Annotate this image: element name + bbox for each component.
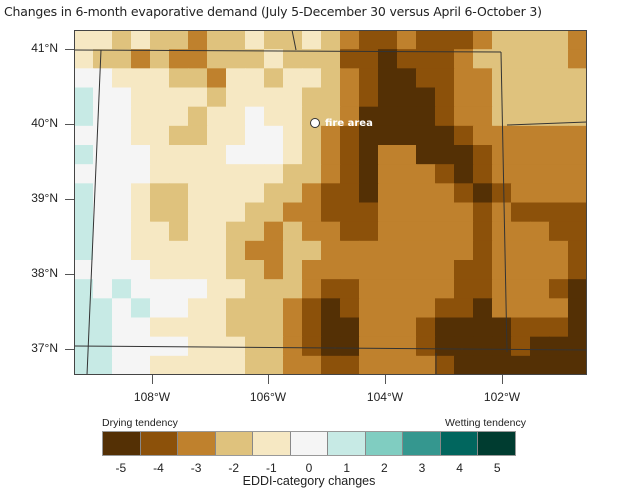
color-bar-tick-label: 4 <box>456 461 463 475</box>
lon-label: 104°W <box>366 390 404 404</box>
color-bar-tick-label: -1 <box>266 461 277 475</box>
color-swatch <box>365 432 404 455</box>
color-bar-ticks: -5 -4 -3 -2 -1 0 1 2 3 4 5 <box>102 461 516 475</box>
color-swatch <box>328 432 366 455</box>
eddi-map <box>74 30 587 375</box>
lon-tick <box>152 375 153 384</box>
lat-label: 40°N <box>31 116 58 130</box>
lon-label: 106°W <box>249 390 287 404</box>
lat-label: 37°N <box>31 341 58 355</box>
color-swatch <box>440 432 479 455</box>
lat-tick <box>65 49 74 50</box>
lat-label: 39°N <box>31 191 58 205</box>
color-swatch <box>253 432 291 455</box>
lat-tick <box>65 274 74 275</box>
color-bar-tick-label: 2 <box>380 461 388 475</box>
color-bar-tick-label: -4 <box>153 461 164 475</box>
color-swatch <box>215 432 254 455</box>
fire-area-marker-icon <box>310 118 320 128</box>
lon-tick <box>385 375 386 384</box>
color-bar-tick-label: 3 <box>418 461 426 475</box>
lat-label: 41°N <box>31 41 58 55</box>
color-bar-tick-label: -5 <box>115 461 127 475</box>
chart-title: Changes in 6-month evaporative demand (J… <box>4 4 542 19</box>
color-swatch <box>403 432 441 455</box>
lat-tick <box>65 199 74 200</box>
lon-tick <box>268 375 269 384</box>
lat-tick <box>65 349 74 350</box>
map-canvas <box>74 30 587 375</box>
color-bar-tick-label: -3 <box>190 461 202 475</box>
lon-label: 108°W <box>133 390 171 404</box>
lat-tick <box>65 124 74 125</box>
drying-tendency-label: Drying tendency <box>102 417 178 429</box>
lon-tick <box>502 375 503 384</box>
color-bar-tick-label: -2 <box>228 461 240 475</box>
color-swatch <box>103 432 141 455</box>
color-bar-tick-label: 0 <box>305 461 313 475</box>
color-bar <box>102 431 516 456</box>
color-bar-title: EDDI-category changes <box>242 474 376 488</box>
color-bar-tick-label: 5 <box>493 461 501 475</box>
color-swatch <box>140 432 179 455</box>
color-swatch <box>290 432 329 455</box>
lon-label: 102°W <box>483 390 521 404</box>
fire-area-label: fire area <box>325 118 373 129</box>
color-swatch <box>178 432 216 455</box>
color-swatch <box>478 432 516 455</box>
color-bar-tick-label: 1 <box>343 461 350 475</box>
lat-label: 38°N <box>31 266 58 280</box>
wetting-tendency-label: Wetting tendency <box>445 417 526 429</box>
